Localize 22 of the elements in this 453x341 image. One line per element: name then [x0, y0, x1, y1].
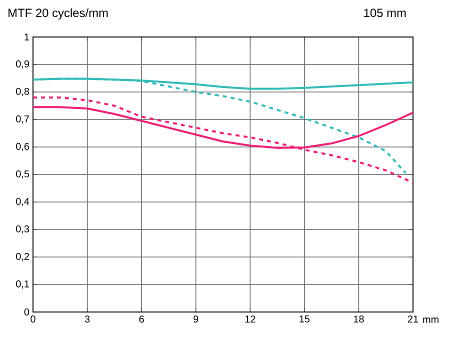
chart-subtitle: 105 mm: [364, 8, 406, 18]
y-tick-label: 0,6: [16, 142, 30, 152]
y-tick-label: 0,4: [16, 198, 30, 206]
x-tick-label: 6: [139, 316, 144, 323]
y-tick-label: 0,3: [16, 225, 30, 234]
y-tick-label: 0,7: [16, 115, 29, 124]
x-tick-label: 21: [408, 316, 418, 322]
x-tick-label: 18: [354, 316, 364, 323]
chart-title: MTF 20 cycles/mm: [8, 8, 108, 20]
y-tick-label: 0,2: [16, 252, 29, 262]
y-tick-label: 0,5: [16, 170, 30, 179]
y-tick-label: 0,8: [16, 88, 30, 96]
y-tick-label: 0: [24, 308, 30, 316]
x-tick-label: 3: [84, 316, 90, 323]
x-tick-label: 0: [30, 316, 36, 323]
x-axis-title: mm: [423, 318, 438, 323]
x-tick-label: 12: [245, 316, 256, 322]
y-tick-label: 0,9: [16, 60, 30, 69]
x-tick-label: 9: [194, 316, 198, 323]
x-tick-label: 15: [300, 316, 310, 322]
y-tick-label: 0,1: [16, 280, 30, 289]
y-tick-label: 1: [24, 34, 30, 40]
